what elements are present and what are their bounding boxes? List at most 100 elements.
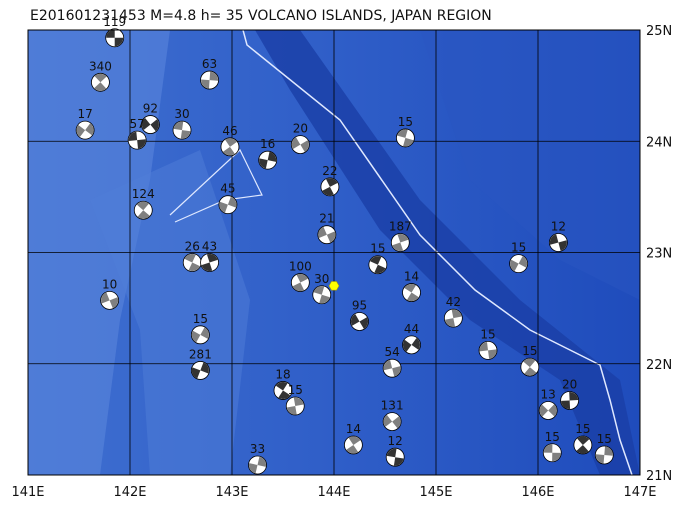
lon-label: 145E — [419, 485, 452, 500]
lat-label: 25N — [646, 24, 672, 39]
focal-mechanism — [258, 150, 278, 170]
lat-label: 24N — [646, 135, 672, 150]
focal-mechanism — [317, 225, 337, 245]
focal-mechanism — [560, 391, 580, 410]
ball-quadrant — [201, 253, 218, 272]
lon-label: 146E — [521, 485, 554, 500]
depth-label: 15 — [288, 383, 303, 397]
ball-quadrant — [402, 338, 420, 352]
ball-quadrant — [94, 73, 107, 91]
focal-mechanism — [343, 435, 363, 455]
focal-mechanism — [390, 233, 410, 252]
focal-mechanism — [200, 253, 219, 272]
depth-label: 13 — [541, 387, 556, 401]
depth-label: 30 — [314, 272, 329, 286]
ball-quadrant — [510, 256, 528, 272]
depth-label: 18 — [275, 367, 290, 381]
ball-quadrant — [136, 201, 150, 219]
focal-mechanism — [573, 435, 593, 455]
focal-mechanism — [290, 135, 310, 154]
ball-quadrant — [201, 71, 219, 89]
ball-quadrant — [543, 444, 561, 462]
ball-quadrant — [106, 29, 124, 47]
ball-quadrant — [383, 360, 401, 377]
ball-quadrant — [576, 436, 590, 454]
depth-label: 15 — [370, 242, 385, 256]
ball-quadrant — [313, 286, 330, 304]
focal-mechanism — [542, 443, 562, 463]
ball-quadrant — [141, 118, 159, 132]
depth-label: 15 — [522, 344, 537, 358]
epicenter — [328, 281, 340, 291]
depth-label: 22 — [322, 164, 337, 178]
depth-label: 33 — [250, 442, 265, 456]
lat-label: 23N — [646, 247, 672, 262]
depth-label: 44 — [404, 322, 419, 336]
ball-quadrant — [219, 196, 237, 213]
ball-quadrant — [397, 129, 414, 147]
ball-quadrant — [445, 309, 462, 327]
ball-quadrant — [386, 448, 404, 466]
focal-mechanism — [368, 255, 388, 275]
focal-mechanism — [273, 381, 293, 400]
depth-label: 43 — [202, 240, 217, 254]
focal-mechanism — [190, 361, 210, 380]
focal-mechanism — [91, 72, 110, 92]
focal-mechanism — [509, 254, 529, 274]
depth-label: 95 — [352, 298, 367, 312]
focal-mechanism — [382, 412, 402, 432]
focal-mechanism — [75, 120, 95, 140]
depth-label: 340 — [89, 59, 112, 73]
focal-mechanism — [478, 340, 498, 360]
depth-label: 131 — [381, 399, 404, 413]
depth-label: 17 — [77, 107, 92, 121]
lat-label: 22N — [646, 358, 672, 373]
ball-quadrant — [383, 414, 401, 429]
depth-label: 20 — [293, 122, 308, 136]
focal-mechanism — [285, 396, 305, 416]
focal-mechanism — [140, 115, 160, 134]
ball-quadrant — [479, 342, 497, 359]
focal-mechanism — [127, 130, 147, 150]
depth-label: 20 — [562, 377, 577, 391]
ball-quadrant — [101, 292, 119, 309]
focal-mechanism — [312, 285, 332, 305]
ball-quadrant — [595, 446, 613, 464]
ball-quadrant — [392, 234, 409, 251]
focal-mechanism — [105, 28, 125, 48]
ball-quadrant — [286, 397, 304, 415]
ball-quadrant — [561, 391, 579, 410]
lon-label: 144E — [317, 485, 350, 500]
depth-label: 12 — [388, 434, 403, 448]
depth-label: 21 — [319, 212, 334, 226]
focal-mechanism — [402, 283, 421, 302]
ball-quadrant — [191, 362, 209, 379]
depth-label: 100 — [289, 260, 312, 274]
depth-label: 14 — [404, 270, 419, 284]
focal-mechanism — [218, 195, 238, 215]
depth-label: 30 — [174, 107, 189, 121]
ball-quadrant — [128, 131, 146, 149]
depth-label: 281 — [189, 347, 212, 361]
ball-quadrant — [549, 234, 567, 251]
depth-label: 63 — [202, 57, 217, 71]
ball-quadrant — [191, 327, 209, 343]
focal-mechanism — [385, 447, 405, 467]
lat-label: 21N — [646, 469, 672, 484]
ball-quadrant — [523, 358, 537, 376]
depth-label: 10 — [102, 277, 117, 291]
focal-mechanism — [594, 445, 614, 465]
ball-quadrant — [318, 226, 336, 243]
map-title: E201601231453 M=4.8 h= 35 VOLCANO ISLAND… — [30, 8, 492, 24]
lon-label: 142E — [113, 485, 146, 500]
focal-mechanism — [200, 70, 219, 90]
depth-label: 15 — [511, 241, 526, 255]
focal-mechanism — [549, 233, 568, 252]
focal-mechanism — [172, 120, 192, 140]
ball-quadrant — [173, 121, 191, 139]
depth-label: 15 — [597, 432, 612, 446]
depth-label: 42 — [446, 295, 461, 309]
ball-quadrant — [370, 256, 386, 274]
depth-label: 46 — [222, 124, 237, 138]
